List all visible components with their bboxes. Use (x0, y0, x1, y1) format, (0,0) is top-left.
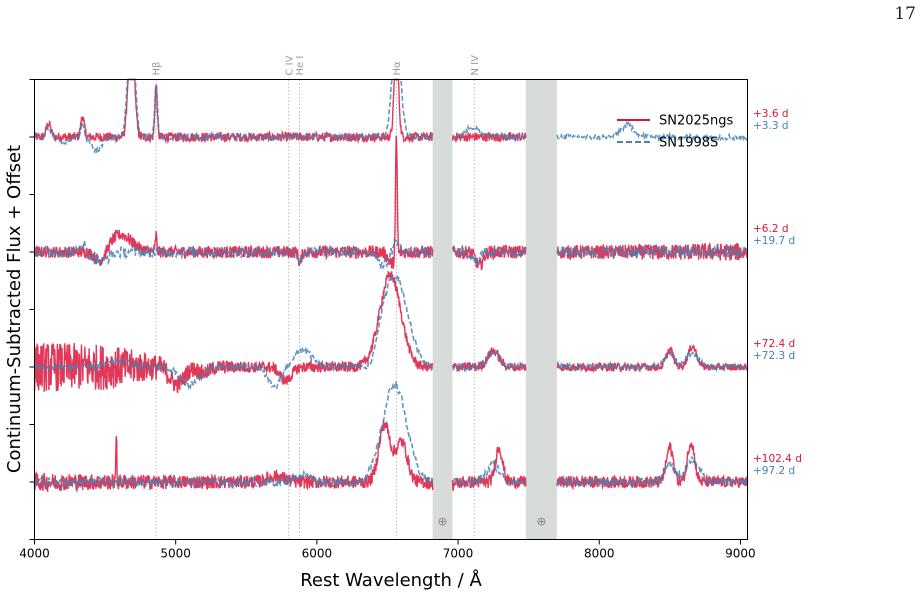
line-marker-label-3: Hα (392, 61, 403, 76)
legend: SN2025ngs SN1998S (617, 114, 734, 151)
sn1998s-spectrum-0 (33, 78, 748, 154)
legend-label-0: SN2025ngs (659, 114, 734, 129)
page-number: 17 (894, 4, 916, 24)
x-axis-title: Rest Wavelength / Å (300, 569, 482, 591)
epoch-label-sn1998s-2: +72.3 d (753, 350, 795, 362)
sn2025ngs-spectrum-2 (33, 270, 749, 394)
telluric-band-0 (432, 79, 453, 540)
telluric-bands: ⊕ ⊕ (432, 79, 557, 540)
x-tick-label-8000: 8000 (584, 547, 615, 561)
sn1998s-spectrum-3 (33, 381, 748, 490)
sn1998s-spectrum-2 (33, 273, 748, 391)
line-marker-label-2: He I (295, 56, 306, 76)
x-tick-label-5000: 5000 (160, 547, 191, 561)
telluric-band-1 (525, 79, 557, 540)
sn1998s-spectrum-1 (33, 238, 748, 269)
x-tick-label-7000: 7000 (443, 547, 474, 561)
x-axis: 4000 5000 6000 7000 8000 9000 (19, 539, 756, 561)
x-tick-label-4000: 4000 (19, 547, 50, 561)
plot-frame (34, 79, 748, 540)
x-tick-label-6000: 6000 (302, 547, 333, 561)
epoch-label-sn2025ngs-0: +3.6 d (753, 108, 789, 120)
x-tick-label-9000: 9000 (725, 547, 756, 561)
epoch-label-sn1998s-1: +19.7 d (753, 235, 795, 247)
telluric-symbol-0: ⊕ (438, 515, 448, 529)
legend-label-1: SN1998S (659, 136, 718, 151)
epoch-label-sn2025ngs-3: +102.4 d (753, 453, 802, 465)
telluric-symbol-1: ⊕ (536, 515, 546, 529)
line-marker-label-4: N IV (470, 55, 481, 76)
epoch-label-sn1998s-3: +97.2 d (753, 465, 795, 477)
spectra-series (33, 78, 749, 493)
epoch-label-sn1998s-0: +3.3 d (753, 120, 789, 132)
y-axis (29, 79, 35, 540)
epoch-labels: +3.6 d+3.3 d +6.2 d+19.7 d +72.4 d+72.3 d +… (753, 108, 802, 477)
y-axis-title: Continuum-Subtracted Flux + Offset (4, 145, 25, 473)
line-marker-label-1: C IV (284, 55, 295, 75)
line-marker-label-0: Hβ (152, 62, 163, 76)
epoch-label-sn2025ngs-2: +72.4 d (753, 338, 795, 350)
line-markers: Hβ C IV He I Hα N IV (152, 55, 481, 540)
epoch-label-sn2025ngs-1: +6.2 d (753, 223, 789, 235)
